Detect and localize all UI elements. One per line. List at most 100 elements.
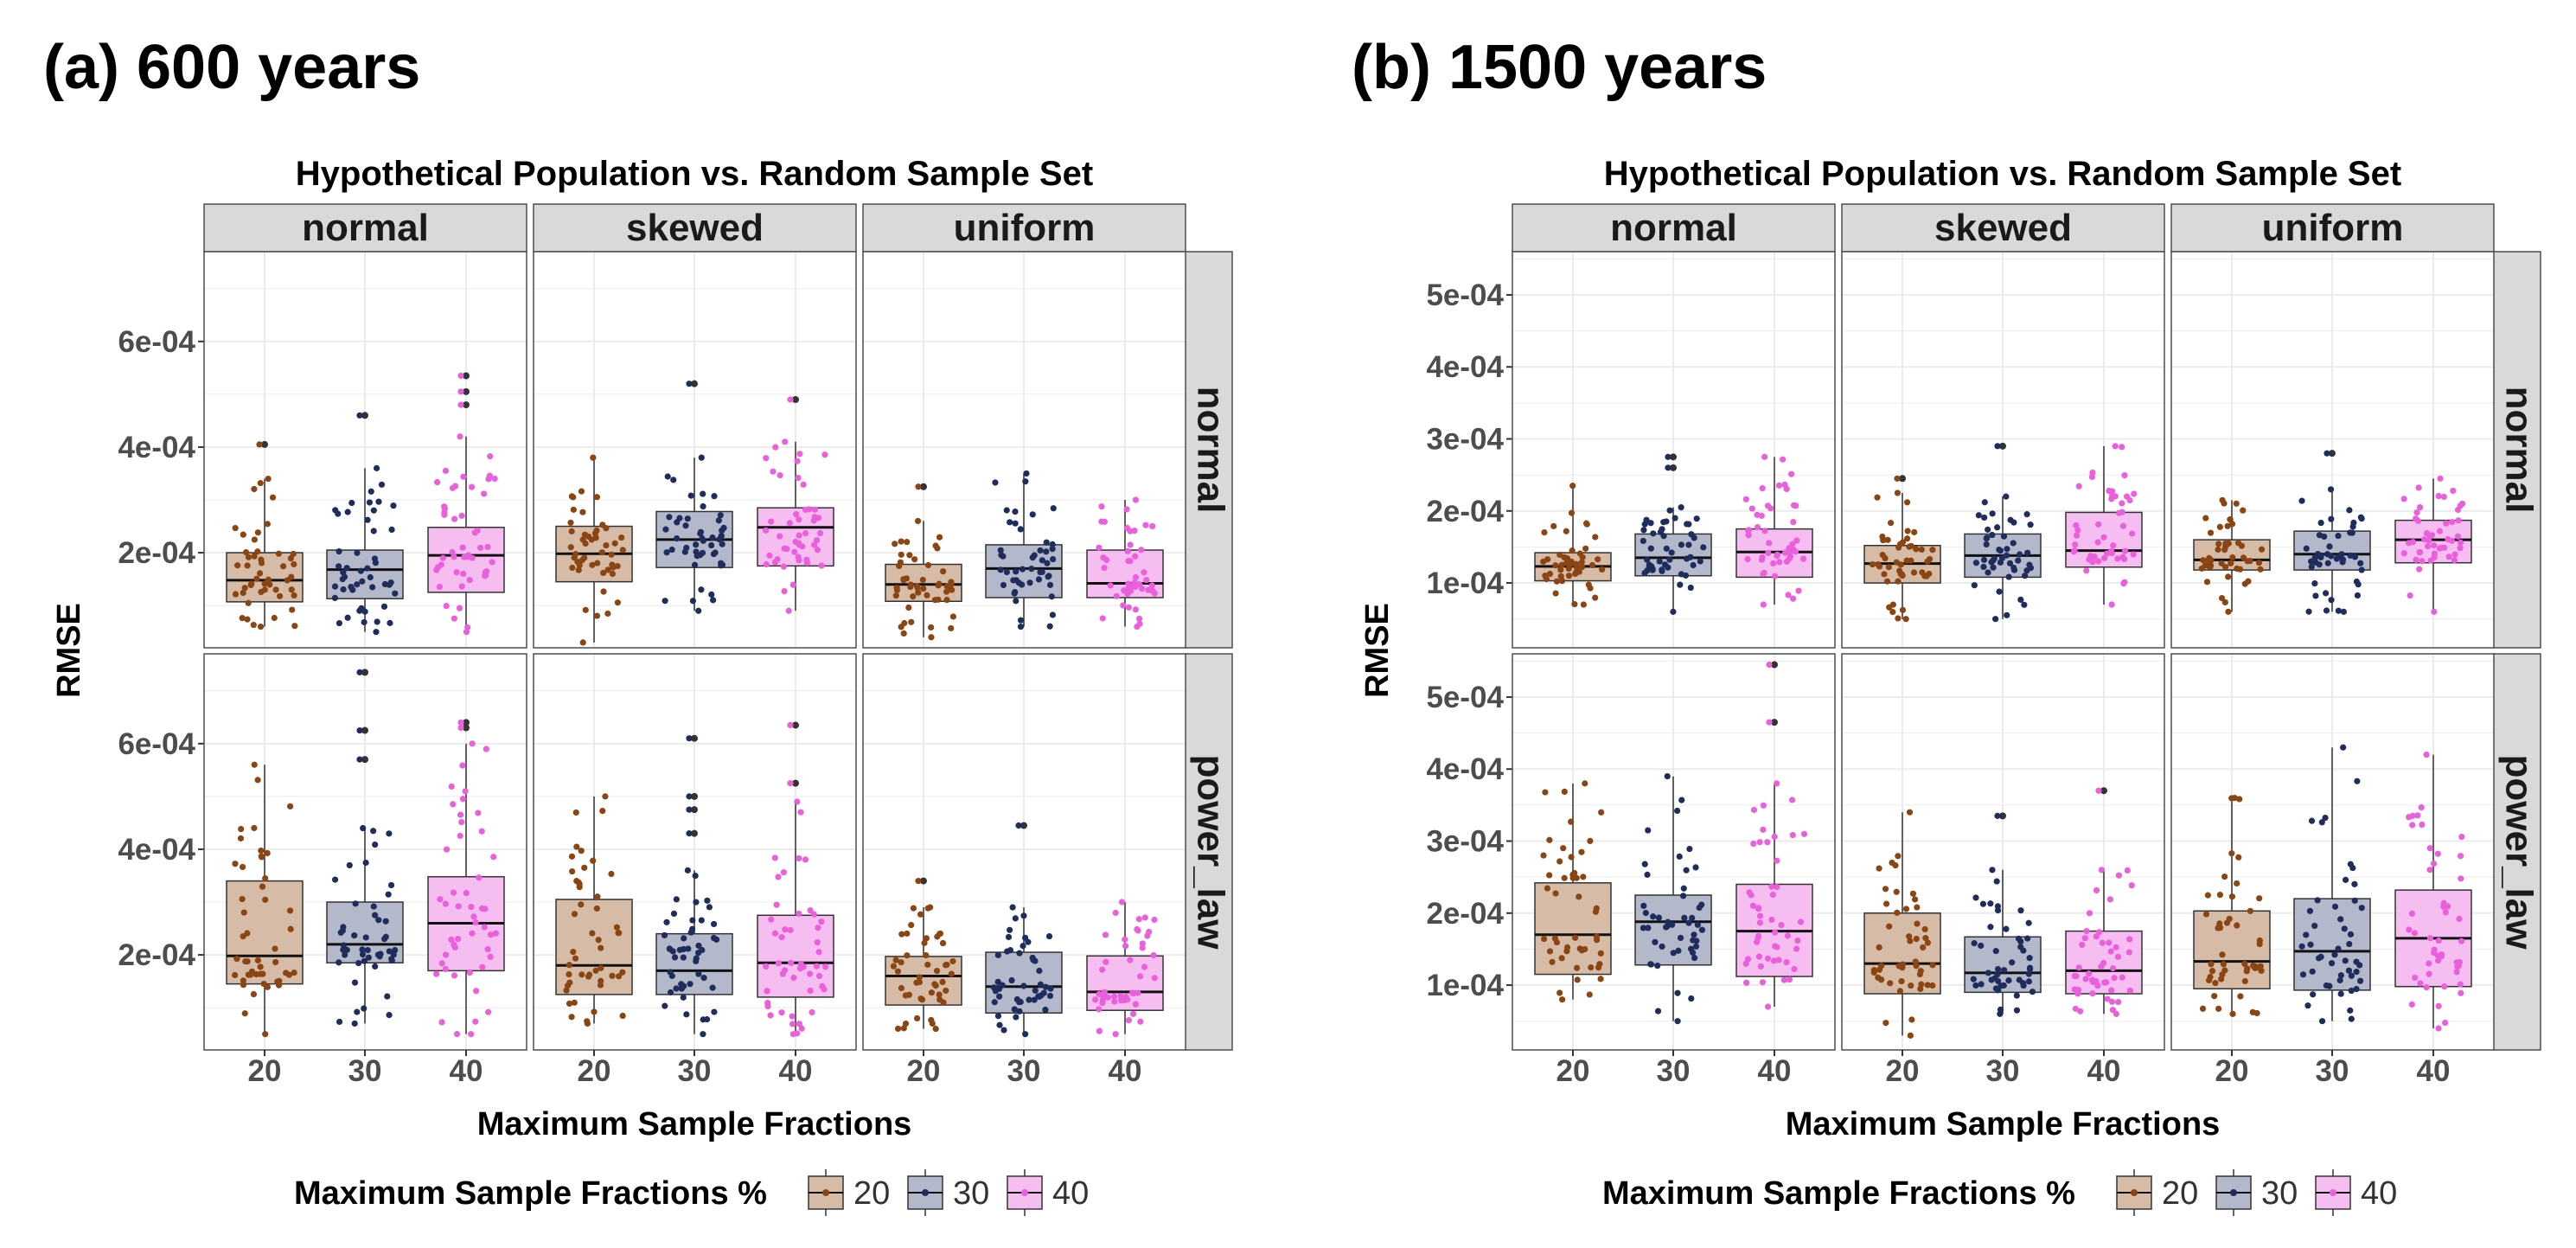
data-point: [567, 519, 574, 526]
data-point: [251, 485, 258, 493]
data-point: [2215, 925, 2221, 931]
data-point: [1770, 957, 1778, 964]
data-point: [619, 547, 626, 554]
data-point: [697, 528, 705, 535]
data-point: [997, 547, 1004, 554]
data-point: [791, 548, 798, 555]
data-point: [1756, 919, 1763, 926]
data-point: [1660, 533, 1667, 540]
data-point: [1683, 867, 1690, 874]
data-point: [2093, 886, 2100, 894]
data-point: [1588, 561, 1596, 569]
data-point: [774, 556, 781, 563]
x-tick-label: 30: [1986, 1054, 2020, 1088]
data-point: [1103, 958, 1109, 965]
data-point: [1096, 1027, 1103, 1034]
chart-b: Hypothetical Population vs. Random Sampl…: [1359, 155, 2541, 1216]
outlier-point: [361, 669, 368, 676]
data-point: [2115, 872, 2123, 879]
data-point: [2340, 744, 2347, 751]
data-point: [2128, 882, 2135, 889]
data-point: [1882, 1020, 1889, 1027]
data-point: [1774, 553, 1780, 560]
data-point: [2340, 608, 2347, 615]
data-point: [262, 874, 269, 882]
data-point: [1789, 595, 1797, 602]
data-point: [894, 968, 901, 975]
data-point: [439, 554, 446, 561]
data-point: [1764, 955, 1772, 962]
data-point: [2108, 987, 2115, 994]
data-point: [1568, 818, 1575, 825]
data-point: [1743, 979, 1750, 986]
data-point: [2113, 944, 2119, 950]
data-point: [1586, 991, 1593, 998]
data-point: [392, 947, 399, 954]
data-point: [387, 619, 393, 626]
data-point: [1541, 528, 1548, 536]
data-point: [339, 927, 346, 934]
data-point: [1981, 499, 1988, 506]
data-point: [571, 911, 578, 918]
data-point: [291, 592, 297, 599]
box-30: [326, 412, 404, 636]
data-point: [796, 910, 802, 918]
data-point: [481, 924, 488, 931]
data-point: [771, 854, 778, 861]
data-point: [1688, 995, 1695, 1002]
legend-label: 40: [1052, 1175, 1089, 1212]
data-point: [1885, 564, 1892, 571]
data-point: [796, 451, 803, 458]
data-point: [1790, 502, 1798, 509]
data-point: [2224, 522, 2231, 529]
data-point: [1902, 616, 1909, 623]
data-point: [2229, 554, 2236, 561]
data-point: [2225, 608, 2232, 615]
data-point: [2318, 819, 2325, 826]
data-point: [1875, 561, 1882, 568]
data-point: [1035, 576, 1043, 583]
data-point: [598, 944, 604, 951]
data-point: [1929, 962, 1936, 969]
data-point: [719, 541, 725, 547]
data-point: [1788, 797, 1796, 803]
data-point: [2435, 937, 2442, 944]
data-point: [1044, 560, 1051, 566]
data-point: [370, 528, 377, 534]
data-point: [2023, 511, 2030, 518]
data-point: [1131, 528, 1138, 534]
facet-strip-skewed: [533, 203, 857, 253]
data-point: [2124, 867, 2131, 874]
outlier-point: [361, 412, 368, 419]
facet-col-label: normal: [302, 207, 429, 249]
data-point: [342, 951, 348, 958]
data-point: [2328, 960, 2336, 967]
data-point: [664, 473, 671, 480]
data-point: [1598, 809, 1605, 816]
panel-border: [2170, 251, 2495, 649]
data-point: [1772, 929, 1779, 936]
data-point: [1049, 541, 1056, 547]
data-point: [2106, 487, 2113, 495]
legend-label: 30: [2261, 1175, 2298, 1212]
data-point: [1123, 589, 1130, 596]
data-point: [1669, 921, 1676, 928]
x-tick-label: 40: [2417, 1054, 2451, 1088]
data-point: [684, 867, 691, 874]
data-point: [1654, 1008, 1662, 1014]
data-point: [2317, 519, 2324, 527]
data-point: [441, 511, 448, 518]
data-point: [1540, 852, 1547, 859]
data-point: [2072, 541, 2079, 548]
data-point: [1666, 556, 1673, 563]
data-point: [1015, 822, 1022, 829]
data-point: [689, 598, 697, 605]
data-point: [1102, 931, 1109, 938]
box-iqr: [2193, 910, 2271, 989]
data-point: [1560, 845, 1567, 852]
legend-key-20: 20: [808, 1169, 890, 1216]
data-point: [2343, 876, 2349, 883]
data-point: [237, 835, 245, 842]
data-point: [2221, 873, 2228, 880]
data-point: [2013, 992, 2020, 999]
